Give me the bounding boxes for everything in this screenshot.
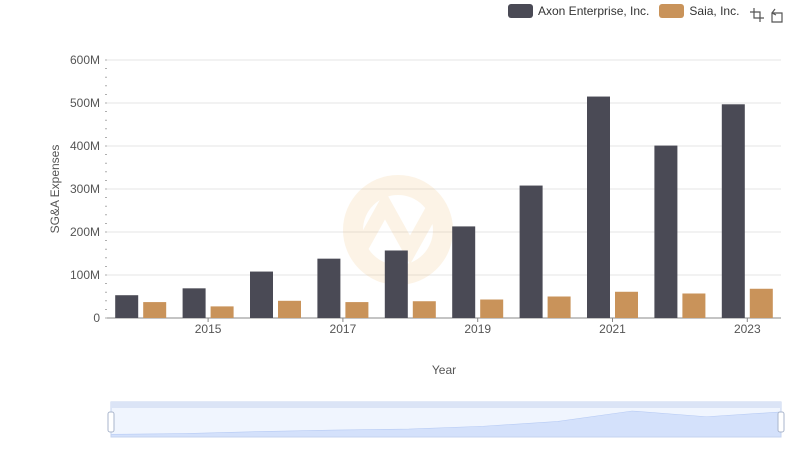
bar-saia[interactable] [749,288,773,318]
x-axis-label: Year [432,363,456,377]
toolbox [746,6,786,24]
x-tick-label: 2015 [195,322,222,336]
legend-label-axon: Axon Enterprise, Inc. [538,4,650,18]
watermark-logo [343,175,453,285]
zoom-top-bar[interactable] [111,402,781,408]
y-tick-label: 200M [70,225,100,239]
bar-axon[interactable] [452,226,476,318]
legend: Axon Enterprise, Inc. Saia, Inc. [508,4,749,18]
x-tick-label: 2023 [734,322,761,336]
legend-item-saia[interactable]: Saia, Inc. [659,4,739,18]
y-tick-label: 300M [70,182,100,196]
bar-saia[interactable] [682,293,706,318]
y-axis-label: SG&A Expenses [48,145,62,234]
bar-saia[interactable] [345,302,369,318]
y-tick-label: 600M [70,53,100,67]
legend-label-saia: Saia, Inc. [689,4,740,18]
x-axis: 2015 2017 2019 2021 2023 [107,317,781,336]
bar-saia[interactable] [480,299,504,318]
bar-axon[interactable] [721,104,745,318]
zoom-handle-left[interactable] [107,411,115,433]
y-tick-label: 400M [70,139,100,153]
x-tick-label: 2017 [330,322,357,336]
y-tick-label: 100M [70,268,100,282]
bars [115,96,773,319]
bar-axon[interactable] [182,288,206,318]
bar-saia[interactable] [547,296,571,319]
bar-axon[interactable] [587,96,610,318]
legend-swatch-axon [508,4,533,18]
bar-axon[interactable] [115,295,139,318]
zoom-handle-right[interactable] [777,411,785,433]
bar-axon[interactable] [519,185,543,318]
bar-axon[interactable] [317,258,341,318]
y-tick-label: 0 [93,311,100,325]
bar-axon[interactable] [250,271,273,318]
y-tick-label: 500M [70,96,100,110]
bar-axon[interactable] [384,250,408,318]
y-axis: 0 100M 200M 300M 400M 500M 600M [70,53,107,325]
legend-item-axon[interactable]: Axon Enterprise, Inc. [508,4,649,18]
zoom-icon[interactable] [748,6,766,24]
data-zoom-slider[interactable] [107,401,785,438]
bar-saia[interactable] [412,301,436,318]
bar-axon[interactable] [654,145,678,318]
x-tick-label: 2019 [464,322,491,336]
grid-lines [107,59,781,319]
bar-saia[interactable] [143,302,167,318]
legend-swatch-saia [659,4,685,18]
restore-icon[interactable] [768,6,786,24]
bar-saia[interactable] [210,306,234,318]
bar-saia[interactable] [615,291,638,318]
x-tick-label: 2021 [599,322,626,336]
bar-saia[interactable] [278,300,301,318]
